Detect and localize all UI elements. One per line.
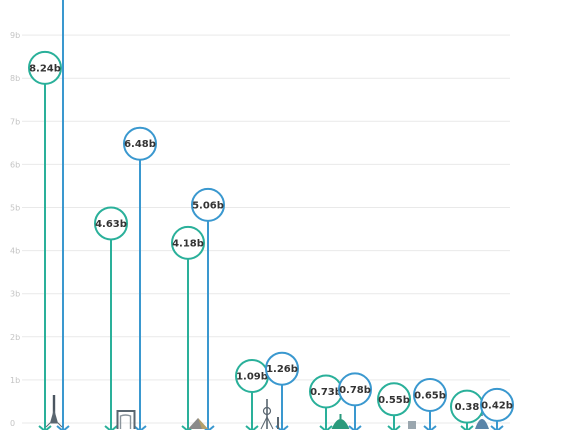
value-label: 0.38: [455, 402, 480, 413]
stem-base-a: [387, 425, 401, 430]
stem-base-b: [348, 425, 362, 430]
grid-lines: [22, 34, 510, 424]
stem-base-b: [56, 425, 70, 430]
pyramid-icon: [188, 418, 208, 429]
bubble-b: [480, 387, 514, 422]
value-label: 0.73b: [310, 387, 342, 398]
stem-base-a: [245, 425, 259, 430]
y-axis-ticks: 0 1b 2b 3b 4b 5b 6b 7b 8b 9b: [10, 31, 20, 428]
value-label: 4.63b: [95, 219, 127, 230]
y-tick-label: 3b: [10, 290, 20, 299]
bubble-b: [338, 372, 372, 407]
stem-base-a: [38, 425, 52, 430]
value-label: 0.55b: [378, 395, 410, 406]
stem-base-b: [490, 425, 504, 430]
value-label: 0.78b: [339, 385, 371, 396]
value-label: 0.42b: [481, 400, 513, 411]
value-label: 8.24b: [29, 63, 61, 74]
stem-base-b: [133, 425, 147, 430]
value-label: 4.18b: [172, 238, 204, 249]
bubble-b: [191, 187, 225, 222]
y-tick-label: 7b: [10, 117, 20, 126]
y-tick-label: 9b: [10, 31, 20, 40]
building-icon: [408, 421, 416, 429]
bubble-b: [413, 377, 447, 412]
tower-icon: [45, 395, 63, 428]
bubble-a: [94, 206, 128, 241]
bubble-b: [265, 351, 299, 386]
y-tick-label: 5b: [10, 204, 20, 213]
y-tick-label: 2b: [10, 333, 20, 342]
y-tick-label: 4b: [10, 247, 20, 256]
y-tick-label: 0: [10, 419, 15, 428]
bubble-a: [377, 382, 411, 417]
bubble-a: [28, 50, 62, 85]
bubble-b: [123, 126, 157, 161]
value-label: 5.06b: [192, 200, 224, 211]
stem-base-a: [319, 425, 333, 430]
y-tick-label: 6b: [10, 160, 20, 169]
bubble-a: [171, 225, 205, 260]
y-tick-label: 8b: [10, 74, 20, 83]
mosque-icon: [331, 414, 350, 429]
y-tick-label: 1b: [10, 376, 20, 385]
tv-tower-icon: [260, 399, 279, 430]
value-label: 1.26b: [266, 364, 298, 375]
value-label: 6.48b: [124, 139, 156, 150]
value-label: 0.65b: [414, 390, 446, 401]
value-label: 1.09b: [236, 372, 268, 383]
stem-base-a: [104, 425, 118, 430]
landmarks: [45, 395, 489, 430]
arch-icon: [116, 410, 136, 429]
stem-base-a: [460, 425, 474, 430]
stem-base-b: [423, 425, 437, 430]
